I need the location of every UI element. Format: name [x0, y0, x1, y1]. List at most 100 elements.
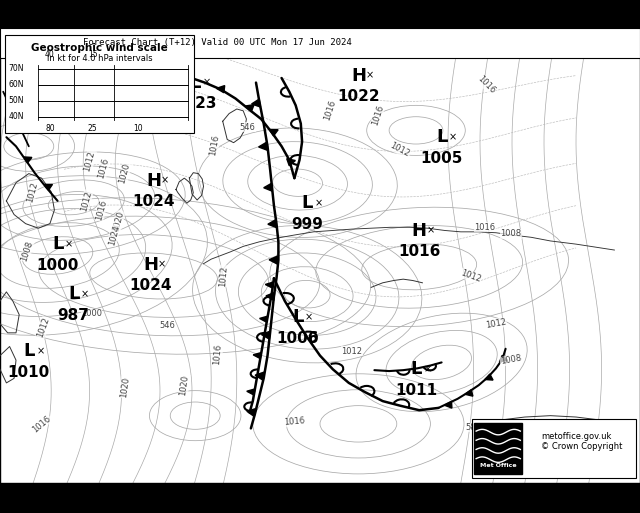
Polygon shape — [253, 352, 261, 359]
Text: 1012: 1012 — [485, 318, 507, 330]
Text: ×: × — [424, 364, 431, 374]
Polygon shape — [216, 86, 225, 93]
Text: 1020: 1020 — [119, 377, 131, 399]
Text: 1016: 1016 — [474, 223, 496, 232]
Polygon shape — [465, 390, 473, 396]
Text: 70N: 70N — [8, 65, 24, 73]
Text: 1012: 1012 — [83, 150, 97, 172]
Text: 1010: 1010 — [8, 365, 50, 380]
Text: L: L — [52, 235, 63, 253]
Polygon shape — [255, 372, 264, 380]
Text: 15: 15 — [88, 50, 98, 59]
Text: ×: × — [427, 226, 435, 235]
Polygon shape — [287, 159, 296, 166]
Text: 60N: 60N — [8, 81, 24, 89]
Text: 1024: 1024 — [107, 224, 121, 246]
FancyBboxPatch shape — [5, 35, 194, 133]
Text: 999: 999 — [291, 217, 323, 232]
Text: L: L — [301, 194, 313, 212]
Text: 1016: 1016 — [322, 98, 337, 122]
Text: 1016: 1016 — [208, 134, 221, 156]
Text: 1008: 1008 — [500, 229, 522, 238]
Polygon shape — [262, 331, 270, 339]
Polygon shape — [245, 105, 254, 111]
Text: 1020: 1020 — [118, 162, 132, 185]
Text: 1012: 1012 — [459, 268, 482, 284]
Text: Met Office: Met Office — [480, 463, 516, 468]
Text: 546: 546 — [159, 321, 175, 330]
Text: Forecast Chart (T+12) Valid 00 UTC Mon 17 Jun 2024: Forecast Chart (T+12) Valid 00 UTC Mon 1… — [83, 38, 352, 47]
Text: 1020: 1020 — [179, 374, 190, 396]
Text: 1008: 1008 — [19, 240, 35, 262]
Text: 1024: 1024 — [129, 278, 172, 293]
Text: 1016: 1016 — [94, 199, 108, 222]
Text: 1016: 1016 — [370, 104, 385, 127]
Text: 1012: 1012 — [219, 265, 229, 287]
Text: ×: × — [81, 289, 89, 299]
Text: ×: × — [65, 239, 73, 249]
FancyBboxPatch shape — [472, 419, 636, 478]
Polygon shape — [247, 408, 256, 417]
Text: 582: 582 — [466, 423, 481, 432]
Polygon shape — [252, 99, 260, 107]
Text: L: L — [189, 74, 201, 92]
Text: ×: × — [158, 260, 166, 270]
Polygon shape — [266, 292, 275, 301]
Text: 1012: 1012 — [25, 182, 39, 204]
Text: 1023: 1023 — [174, 96, 216, 111]
Text: 1012: 1012 — [342, 347, 362, 356]
Text: 50N: 50N — [8, 96, 24, 105]
Polygon shape — [268, 220, 276, 228]
Text: 1012: 1012 — [36, 316, 51, 339]
Text: 25: 25 — [88, 124, 98, 133]
Text: ×: × — [305, 312, 313, 322]
Text: L: L — [410, 360, 422, 379]
Polygon shape — [259, 142, 268, 150]
Text: H: H — [351, 67, 366, 85]
Text: 1022: 1022 — [337, 89, 380, 105]
Polygon shape — [269, 129, 278, 136]
Text: H: H — [146, 171, 161, 189]
Text: 40N: 40N — [8, 112, 24, 121]
Text: H: H — [143, 255, 158, 274]
Text: L: L — [436, 128, 447, 146]
Text: 10: 10 — [132, 124, 143, 133]
Text: 1016: 1016 — [476, 74, 497, 95]
Polygon shape — [485, 374, 493, 380]
Text: ×: × — [161, 175, 169, 185]
Text: Geostrophic wind scale: Geostrophic wind scale — [31, 43, 168, 53]
Text: L: L — [292, 308, 303, 326]
Text: 40: 40 — [45, 50, 55, 59]
Text: ×: × — [315, 198, 323, 208]
Polygon shape — [44, 184, 52, 190]
Text: 1016: 1016 — [31, 413, 52, 434]
Polygon shape — [260, 316, 268, 322]
Text: in kt for 4.0 hPa intervals: in kt for 4.0 hPa intervals — [47, 54, 152, 63]
Text: H: H — [412, 222, 427, 240]
Polygon shape — [264, 183, 273, 191]
Text: ×: × — [36, 346, 44, 356]
Text: 1012: 1012 — [79, 190, 93, 212]
Text: 1016: 1016 — [212, 344, 223, 366]
Polygon shape — [269, 256, 278, 264]
Text: 1006: 1006 — [276, 330, 319, 346]
Text: ×: × — [449, 132, 457, 142]
Text: 1000: 1000 — [81, 309, 102, 318]
Polygon shape — [499, 356, 508, 362]
FancyBboxPatch shape — [0, 28, 640, 57]
Text: 1012: 1012 — [388, 141, 412, 159]
Text: 546: 546 — [240, 123, 255, 132]
Text: ×: × — [203, 77, 211, 88]
Text: 1011: 1011 — [395, 383, 437, 398]
Polygon shape — [445, 402, 452, 408]
Polygon shape — [24, 157, 32, 163]
Text: 1016: 1016 — [398, 244, 440, 259]
Text: 1016: 1016 — [97, 157, 111, 180]
Text: ×: × — [366, 71, 374, 81]
Text: metoffice.gov.uk
© Crown Copyright: metoffice.gov.uk © Crown Copyright — [541, 432, 623, 451]
Text: 1016: 1016 — [284, 416, 305, 427]
Text: 1000: 1000 — [36, 258, 79, 273]
Text: L: L — [68, 285, 79, 303]
Text: 1008: 1008 — [500, 354, 522, 366]
Text: 1005: 1005 — [420, 151, 463, 166]
